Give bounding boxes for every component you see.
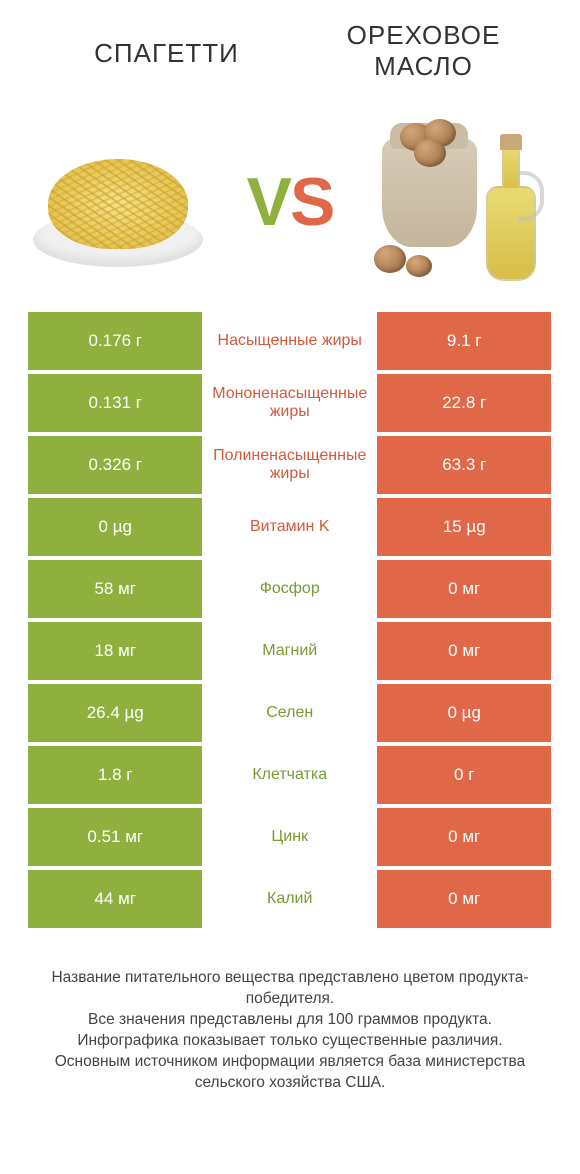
right-value-cell: 63.3 г — [377, 436, 551, 494]
infographic-container: Спагетти Ореховое масло VS — [0, 0, 580, 1094]
left-value-cell: 44 мг — [28, 870, 202, 928]
table-row: 1.8 гКлетчатка0 г — [28, 746, 552, 804]
right-value-cell: 9.1 г — [377, 312, 551, 370]
table-row: 18 мгМагний0 мг — [28, 622, 552, 680]
footer-line-2: Все значения представлены для 100 граммо… — [38, 1010, 542, 1031]
footer-line-3: Инфографика показывает только существенн… — [38, 1031, 542, 1052]
right-product-title: Ореховое масло — [295, 20, 552, 82]
nutrient-name-cell: Полиненасыщенные жиры — [202, 436, 376, 494]
table-row: 0.51 мгЦинк0 мг — [28, 808, 552, 866]
vs-letter-v: V — [247, 164, 290, 240]
left-value-cell: 0.51 мг — [28, 808, 202, 866]
table-row: 26.4 µgСелен0 µg — [28, 684, 552, 742]
nutrient-name-cell: Цинк — [202, 808, 376, 866]
left-product-title: Спагетти — [38, 38, 295, 69]
nutrient-name-cell: Витамин K — [202, 498, 376, 556]
table-row: 0.326 гПолиненасыщенные жиры63.3 г — [28, 436, 552, 494]
images-row: VS — [28, 112, 552, 292]
left-value-cell: 26.4 µg — [28, 684, 202, 742]
left-value-cell: 1.8 г — [28, 746, 202, 804]
left-value-cell: 0.176 г — [28, 312, 202, 370]
right-value-cell: 22.8 г — [377, 374, 551, 432]
footer-line-1: Название питательного вещества представл… — [38, 968, 542, 1010]
table-row: 44 мгКалий0 мг — [28, 870, 552, 928]
nutrient-name-cell: Селен — [202, 684, 376, 742]
left-value-cell: 18 мг — [28, 622, 202, 680]
walnut-oil-icon — [372, 117, 552, 287]
footer-notes: Название питательного вещества представл… — [28, 968, 552, 1094]
comparison-table: 0.176 гНасыщенные жиры9.1 г0.131 гМононе… — [28, 312, 552, 928]
spaghetti-icon — [33, 137, 203, 267]
table-row: 0.176 гНасыщенные жиры9.1 г — [28, 312, 552, 370]
right-value-cell: 0 мг — [377, 560, 551, 618]
nutrient-name-cell: Калий — [202, 870, 376, 928]
vs-letter-s: S — [290, 164, 333, 240]
header-left: Спагетти — [28, 20, 295, 69]
left-value-cell: 0 µg — [28, 498, 202, 556]
header: Спагетти Ореховое масло — [28, 20, 552, 82]
nutrient-name-cell: Фосфор — [202, 560, 376, 618]
table-row: 58 мгФосфор0 мг — [28, 560, 552, 618]
nutrient-name-cell: Мононенасыщенные жиры — [202, 374, 376, 432]
left-value-cell: 0.131 г — [28, 374, 202, 432]
nutrient-name-cell: Магний — [202, 622, 376, 680]
nutrient-name-cell: Клетчатка — [202, 746, 376, 804]
right-value-cell: 0 г — [377, 746, 551, 804]
table-row: 0 µgВитамин K15 µg — [28, 498, 552, 556]
right-product-image — [372, 112, 552, 292]
left-value-cell: 0.326 г — [28, 436, 202, 494]
header-right: Ореховое масло — [295, 20, 552, 82]
right-value-cell: 0 µg — [377, 684, 551, 742]
table-row: 0.131 гМононенасыщенные жиры22.8 г — [28, 374, 552, 432]
right-value-cell: 0 мг — [377, 622, 551, 680]
footer-line-4: Основным источником информации является … — [38, 1052, 542, 1094]
right-value-cell: 0 мг — [377, 870, 551, 928]
vs-label: VS — [247, 163, 334, 241]
left-value-cell: 58 мг — [28, 560, 202, 618]
right-value-cell: 15 µg — [377, 498, 551, 556]
nutrient-name-cell: Насыщенные жиры — [202, 312, 376, 370]
right-value-cell: 0 мг — [377, 808, 551, 866]
left-product-image — [28, 112, 208, 292]
